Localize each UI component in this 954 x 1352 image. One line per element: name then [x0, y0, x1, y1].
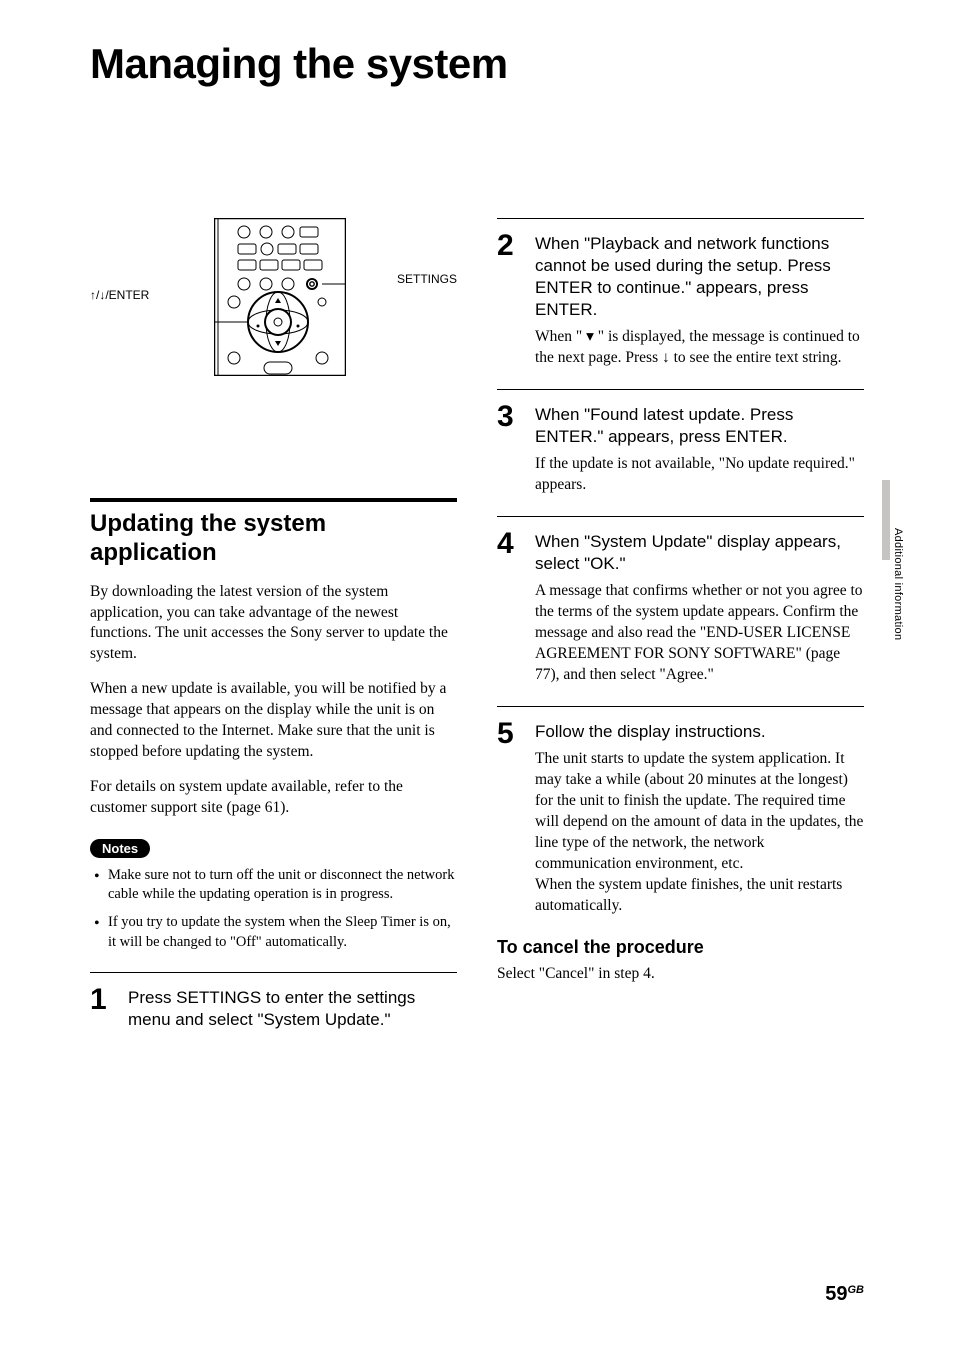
note-item: Make sure not to turn off the unit or di… — [94, 866, 457, 905]
step-number: 2 — [497, 231, 519, 369]
step-title: When "Playback and network functions can… — [535, 233, 864, 321]
step-description: If the update is not available, "No upda… — [535, 454, 864, 496]
step-title: When "System Update" display appears, se… — [535, 531, 864, 575]
page-number: 59GB — [825, 1283, 864, 1306]
illustration-label-left: ↑/↓/ENTER — [90, 288, 149, 302]
note-item: If you try to update the system when the… — [94, 913, 457, 952]
section-rule — [90, 498, 457, 502]
step-3: 3 When "Found latest update. Press ENTER… — [497, 389, 864, 496]
section-para-2: When a new update is available, you will… — [90, 679, 457, 763]
side-tab-text: Additional information — [892, 528, 904, 640]
remote-svg — [214, 218, 346, 376]
step-description: A message that confirms whether or not y… — [535, 581, 864, 686]
notes-label: Notes — [90, 839, 150, 858]
step-1: 1 Press SETTINGS to enter the settings m… — [90, 972, 457, 1037]
step-title: Follow the display instructions. — [535, 721, 864, 743]
side-tab-bar — [882, 480, 890, 560]
step-description: The unit starts to update the system app… — [535, 749, 864, 916]
notes-list: Make sure not to turn off the unit or di… — [90, 866, 457, 952]
page-title: Managing the system — [90, 40, 864, 88]
page-number-suffix: GB — [848, 1284, 865, 1296]
step-title: Press SETTINGS to enter the settings men… — [128, 987, 457, 1031]
step-number: 5 — [497, 719, 519, 916]
section-para-3: For details on system update available, … — [90, 777, 457, 819]
cancel-text: Select "Cancel" in step 4. — [497, 964, 864, 985]
step-4: 4 When "System Update" display appears, … — [497, 516, 864, 686]
step-5: 5 Follow the display instructions. The u… — [497, 706, 864, 916]
step-description: When " ▾ " is displayed, the message is … — [535, 327, 864, 369]
remote-illustration: ↑/↓/ENTER SETTINGS — [90, 218, 457, 388]
step-number: 1 — [90, 985, 112, 1037]
section-para-1: By downloading the latest version of the… — [90, 582, 457, 666]
section-heading: Updating the system application — [90, 510, 457, 568]
illustration-label-right: SETTINGS — [397, 272, 457, 286]
step-number: 4 — [497, 529, 519, 686]
left-column: ↑/↓/ENTER SETTINGS — [90, 218, 457, 1037]
step-2: 2 When "Playback and network functions c… — [497, 218, 864, 369]
side-tab: Additional information — [874, 480, 890, 680]
page-number-value: 59 — [825, 1283, 847, 1305]
content-columns: ↑/↓/ENTER SETTINGS — [90, 218, 864, 1037]
step-title: When "Found latest update. Press ENTER."… — [535, 404, 864, 448]
cancel-heading: To cancel the procedure — [497, 937, 864, 958]
right-column: 2 When "Playback and network functions c… — [497, 218, 864, 1037]
step-number: 3 — [497, 402, 519, 496]
